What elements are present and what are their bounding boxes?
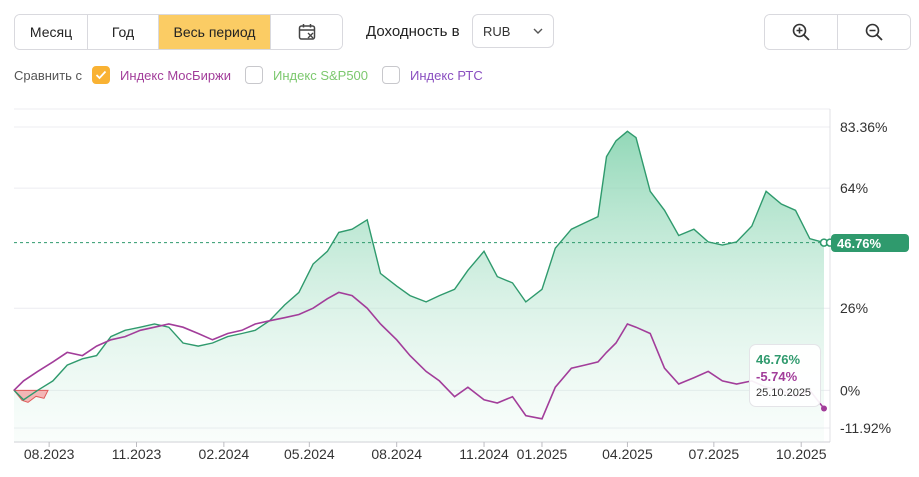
- period-all-button[interactable]: Весь период: [159, 15, 271, 49]
- compare-rts-label[interactable]: Индекс РТС: [410, 67, 483, 83]
- zoom-out-icon: [865, 23, 883, 41]
- x-tick-label: 11.2023: [112, 446, 162, 462]
- calendar-icon: [298, 24, 315, 40]
- compare-rts-checkbox[interactable]: [382, 66, 401, 84]
- x-tick-label: 07.2025: [689, 446, 740, 462]
- compare-sp500-label[interactable]: Индекс S&P500: [273, 67, 369, 83]
- period-year-button[interactable]: Год: [88, 15, 159, 49]
- currency-select[interactable]: RUB: [472, 14, 554, 48]
- compare-moex-checkbox[interactable]: [92, 66, 111, 84]
- x-tick-label: 04.2025: [602, 446, 653, 462]
- y-tick-label: 26%: [840, 300, 868, 316]
- yield-currency-label: Доходность в: [366, 23, 460, 40]
- y-tick-label: 64%: [840, 180, 868, 196]
- zoom-in-icon: [792, 23, 810, 41]
- y-tick-label: 0%: [840, 382, 860, 398]
- compare-sp500-checkbox[interactable]: [245, 66, 264, 84]
- period-month-button[interactable]: Месяц: [15, 15, 88, 49]
- index-end-marker: [821, 405, 827, 412]
- tooltip-date: 25.10.2025: [756, 387, 812, 399]
- x-tick-label: 05.2024: [284, 446, 335, 462]
- main-series-line: [13, 130, 825, 401]
- yield-chart[interactable]: 83.36% 64% 26% 0% -11.92% 08.2023 11.2023 02.20…: [0, 100, 919, 477]
- x-tick-label: 02.2024: [199, 446, 250, 462]
- compare-moex-label[interactable]: Индекс МосБиржи: [120, 67, 232, 83]
- index-series-line: [13, 291, 825, 420]
- x-tick-label: 08.2024: [371, 446, 422, 462]
- compare-row: Сравнить с Индекс МосБиржи Индекс S&P500…: [14, 64, 497, 86]
- zoom-controls: [764, 14, 911, 50]
- tooltip-index-value: -5.74%: [756, 369, 798, 384]
- zoom-out-button[interactable]: [837, 15, 910, 49]
- x-tick-label: 10.2025: [776, 446, 827, 462]
- checkmark-icon: [95, 70, 107, 80]
- chart-tooltip: 46.76% -5.74% 25.10.2025: [749, 344, 821, 407]
- y-tick-label: 83.36%: [840, 119, 887, 135]
- zoom-in-button[interactable]: [765, 15, 837, 49]
- x-tick-label: 01.2025: [517, 446, 568, 462]
- y-tick-label: -11.92%: [840, 420, 891, 436]
- chevron-down-icon: [533, 28, 543, 34]
- calendar-button[interactable]: [271, 15, 342, 49]
- currency-value: RUB: [483, 23, 511, 39]
- period-selector: Месяц Год Весь период: [14, 14, 343, 50]
- compare-label: Сравнить с: [14, 67, 83, 83]
- x-tick-label: 11.2024: [459, 446, 509, 462]
- x-tick-label: 08.2023: [24, 446, 75, 462]
- last-value-badge: 46.76%: [831, 234, 909, 252]
- tooltip-main-value: 46.76%: [756, 352, 801, 367]
- main-series-area: [14, 131, 824, 443]
